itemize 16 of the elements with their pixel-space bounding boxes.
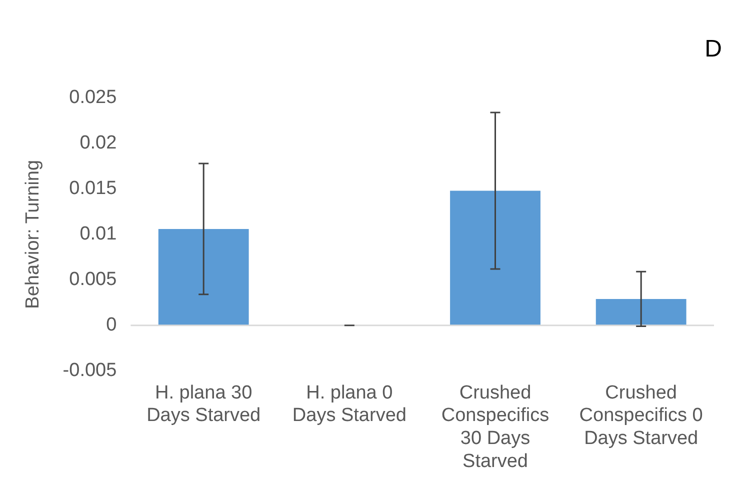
y-tick-label: -0.005 (62, 360, 117, 382)
x-tick-label: H. plana 30 Days Starved (146, 382, 261, 426)
bar (596, 298, 686, 326)
bar (450, 190, 540, 326)
x-tick-label: H. plana 0 Days Starved (292, 382, 406, 426)
x-tick-label: Crushed Conspecifics 0 Days Starved (579, 382, 703, 450)
y-tick-label: 0.02 (80, 132, 117, 154)
x-tick-label: Crushed Conspecifics 30 Days Starved (441, 382, 550, 472)
y-axis-title: Behavior: Turning (22, 160, 44, 309)
bar (158, 228, 249, 326)
y-tick-label: 0.01 (80, 224, 117, 245)
y-tick-label: 0.015 (69, 178, 117, 200)
y-tick-label: 0 (106, 314, 117, 336)
y-tick-label: 0.005 (69, 269, 117, 290)
y-tick-label: 0.025 (69, 87, 117, 108)
text: D (704, 36, 722, 63)
